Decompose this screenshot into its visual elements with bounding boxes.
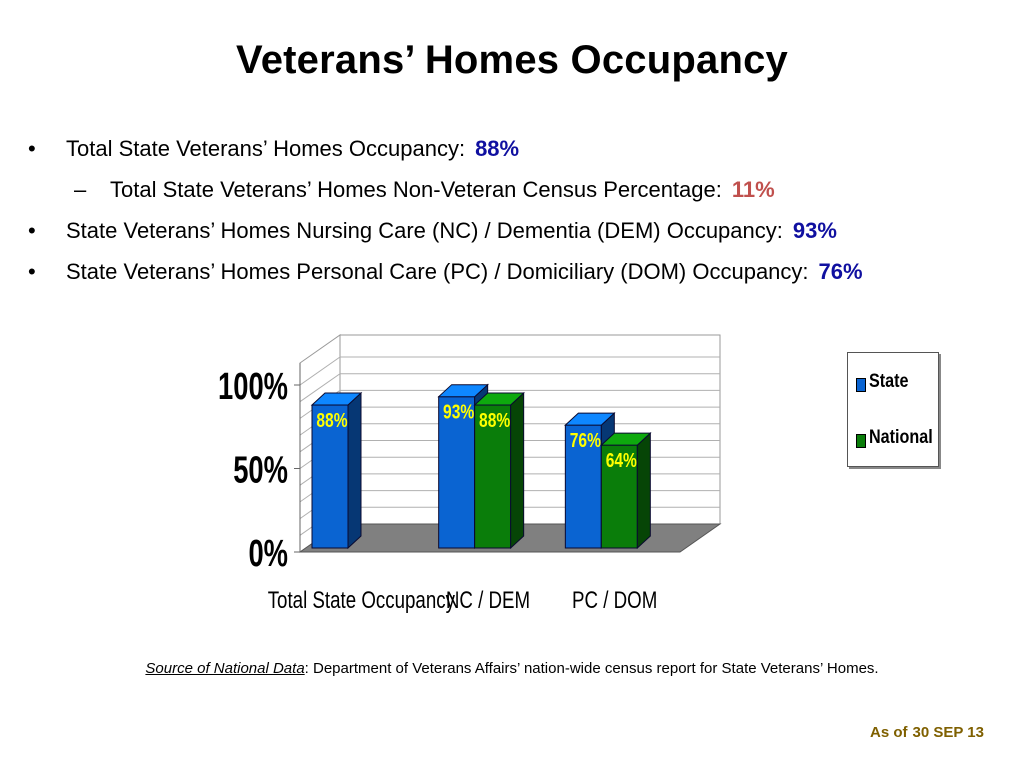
bar-national-top (473, 392, 525, 406)
y-tick-label: 50% (233, 449, 288, 491)
bullet-marker: • (28, 218, 36, 243)
bar-national-side (510, 391, 525, 550)
legend-label-state: State (869, 371, 909, 392)
chart-gridline (299, 373, 720, 403)
data-label-state: 76% (570, 429, 601, 451)
chart-gridline (299, 356, 720, 386)
bar-national-top (600, 432, 652, 446)
bar-state-top (437, 384, 489, 398)
bullet-text: State Veterans’ Homes Personal Care (PC)… (66, 259, 863, 284)
as-of-date: As of 30 SEP 13 (865, 724, 984, 741)
data-label-national: 88% (479, 409, 510, 431)
as-of-label: As of (870, 724, 908, 741)
source-note: Source of National Data: Department of V… (0, 660, 1024, 677)
bar-national-side (636, 431, 651, 550)
bullet-non-veteran-census: – Total State Veterans’ Homes Non-Vetera… (24, 169, 1014, 210)
chart-legend: State National (847, 352, 939, 467)
bullet-text: Total State Veterans’ Homes Non-Veteran … (110, 177, 775, 202)
source-text: : Department of Veterans Affairs’ nation… (304, 660, 879, 677)
bullet-text: Total State Veterans’ Homes Occupancy: 88… (66, 136, 520, 161)
x-category-label: Total State Occupancy (268, 587, 455, 614)
data-label-national: 64% (606, 449, 637, 471)
bar-state-side (347, 391, 362, 550)
bullet-text: State Veterans’ Homes Nursing Care (NC) … (66, 218, 837, 243)
x-category-label: PC / DOM (572, 587, 657, 614)
legend-swatch-state (856, 378, 866, 392)
bullet-value: 76% (818, 259, 863, 284)
bullet-list: • Total State Veterans’ Homes Occupancy:… (24, 128, 1014, 292)
y-tick-label: 100% (218, 366, 288, 408)
bullet-marker: • (28, 136, 36, 161)
bullet-total-occupancy: • Total State Veterans’ Homes Occupancy:… (24, 128, 1014, 169)
bullet-value: 11% (731, 177, 775, 202)
as-of-value: 30 SEP 13 (912, 724, 984, 741)
bar-state-front (438, 396, 476, 549)
sub-bullet-marker: – (74, 177, 87, 202)
bullet-value: 93% (792, 218, 837, 243)
bar-state-top (310, 392, 363, 406)
slide-title: Veterans’ Homes Occupancy (236, 38, 788, 82)
y-tick-label: 0% (248, 533, 288, 575)
bar-national-front (474, 404, 512, 549)
bullet-pc-dom-occupancy: • State Veterans’ Homes Personal Care (P… (24, 251, 1014, 292)
legend-swatch-national (856, 434, 866, 448)
bullet-marker: • (28, 259, 36, 284)
legend-label-national: National (869, 427, 933, 448)
source-label: Source of National Data (145, 660, 305, 677)
data-label-state: 93% (443, 401, 474, 423)
bar-state-top (564, 412, 616, 426)
bullet-nc-dem-occupancy: • State Veterans’ Homes Nursing Care (NC… (24, 210, 1014, 251)
data-label-state: 88% (316, 409, 347, 431)
bullet-value: 88% (475, 136, 520, 161)
chart-back-wall (339, 334, 721, 525)
x-category-label: NC / DEM (446, 587, 530, 614)
